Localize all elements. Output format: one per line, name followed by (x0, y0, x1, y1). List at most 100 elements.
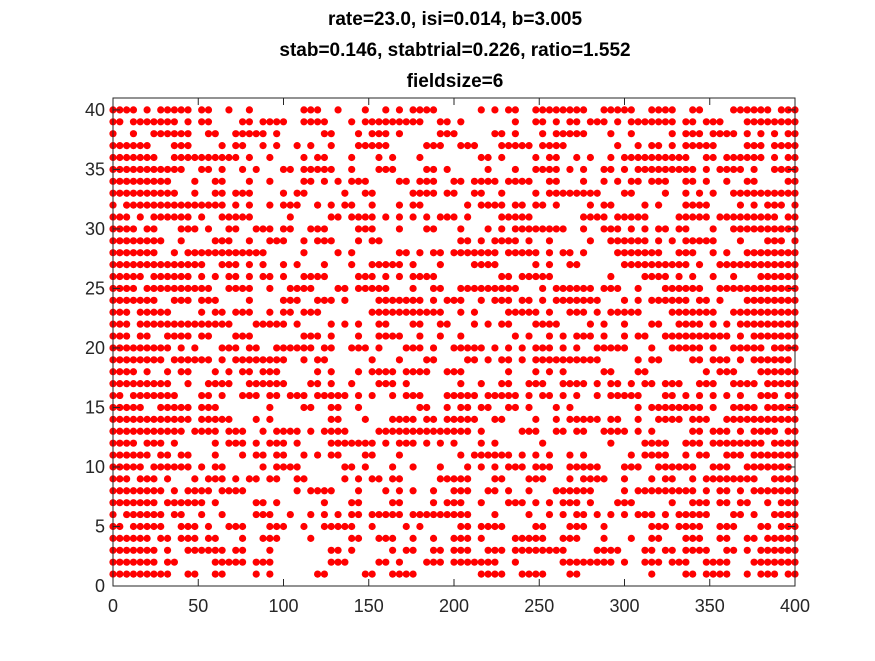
spike-marker (539, 142, 547, 150)
spike-marker (504, 284, 513, 293)
spike-marker (750, 439, 758, 447)
spike-marker (457, 249, 465, 257)
spike-marker (191, 487, 199, 495)
spike-marker (395, 356, 404, 364)
spike-marker (157, 344, 165, 352)
spike-marker (191, 546, 199, 554)
spike-marker (600, 558, 608, 566)
spike-marker (143, 249, 151, 257)
spike-marker (279, 463, 288, 471)
spike-marker (423, 308, 431, 316)
spike-marker (764, 463, 772, 471)
spike-marker (395, 510, 404, 519)
spike-marker (675, 463, 683, 471)
spike-marker (470, 308, 479, 316)
spike-marker (634, 142, 642, 150)
spike-marker (504, 142, 513, 150)
spike-marker (198, 106, 206, 114)
spike-marker (498, 451, 506, 459)
spike-marker (116, 189, 124, 197)
spike-marker (348, 546, 356, 554)
spike-marker (177, 142, 185, 150)
spike-marker (764, 415, 772, 423)
spike-marker (307, 534, 315, 542)
spike-marker (716, 534, 724, 542)
spike-marker (273, 522, 281, 531)
spike-marker (689, 284, 697, 293)
spike-marker (252, 380, 260, 388)
spike-marker (470, 558, 479, 566)
spike-marker (648, 380, 656, 388)
spike-marker (136, 296, 144, 304)
spike-marker (163, 499, 172, 507)
spike-marker (266, 475, 274, 483)
spike-marker (225, 106, 233, 114)
spike-marker (525, 510, 533, 519)
spike-marker (675, 261, 683, 269)
spike-marker (232, 558, 240, 566)
spike-marker (123, 380, 131, 388)
spike-marker (279, 427, 288, 435)
spike-marker (327, 296, 335, 304)
spike-marker (204, 391, 213, 400)
spike-marker (757, 332, 765, 340)
spike-marker (484, 356, 492, 364)
spike-marker (750, 332, 758, 340)
spike-marker (586, 320, 595, 328)
spike-marker (477, 177, 485, 185)
spike-marker (661, 380, 670, 388)
spike-marker (341, 522, 349, 531)
spike-marker (129, 380, 138, 388)
spike-marker (143, 320, 151, 328)
spike-marker (586, 201, 595, 209)
spike-marker (123, 427, 131, 435)
spike-marker (484, 546, 492, 554)
spike-marker (300, 118, 308, 126)
spike-marker (163, 177, 172, 185)
spike-marker (150, 439, 158, 447)
spike-marker (273, 344, 281, 352)
spike-marker (627, 225, 635, 233)
spike-marker (532, 546, 540, 554)
spike-marker (218, 261, 226, 269)
spike-marker (143, 451, 151, 459)
spike-marker (307, 165, 315, 174)
spike-marker (545, 510, 554, 519)
spike-marker (614, 225, 622, 233)
spike-marker (136, 403, 144, 412)
spike-marker (620, 558, 629, 566)
spike-marker (661, 415, 670, 423)
spike-marker (266, 153, 274, 162)
spike-marker (770, 368, 779, 376)
spike-marker (136, 475, 144, 483)
spike-marker (470, 391, 479, 400)
spike-marker (170, 332, 178, 340)
spike-marker (157, 534, 165, 542)
spike-marker (634, 308, 642, 316)
spike-marker (525, 403, 533, 412)
spike-marker (668, 344, 676, 352)
spike-marker (368, 142, 376, 150)
spike-marker (579, 415, 588, 423)
spike-marker (491, 249, 499, 257)
spike-marker (689, 487, 697, 495)
spike-marker (163, 451, 172, 459)
spike-marker (784, 272, 792, 281)
spike-marker (750, 308, 758, 316)
spike-marker (511, 249, 519, 257)
spike-marker (491, 296, 499, 304)
spike-marker (675, 403, 683, 412)
spike-marker (218, 380, 226, 388)
spike-marker (307, 380, 315, 388)
spike-marker (689, 475, 697, 483)
spike-marker (539, 344, 547, 352)
spike-marker (723, 522, 731, 531)
spike-marker (116, 534, 124, 542)
spike-marker (409, 487, 417, 495)
spike-marker (170, 106, 178, 114)
spike-marker (648, 249, 656, 257)
spike-marker (695, 189, 704, 197)
spike-marker (123, 261, 131, 269)
spike-marker (634, 403, 642, 412)
spike-marker (389, 308, 397, 316)
